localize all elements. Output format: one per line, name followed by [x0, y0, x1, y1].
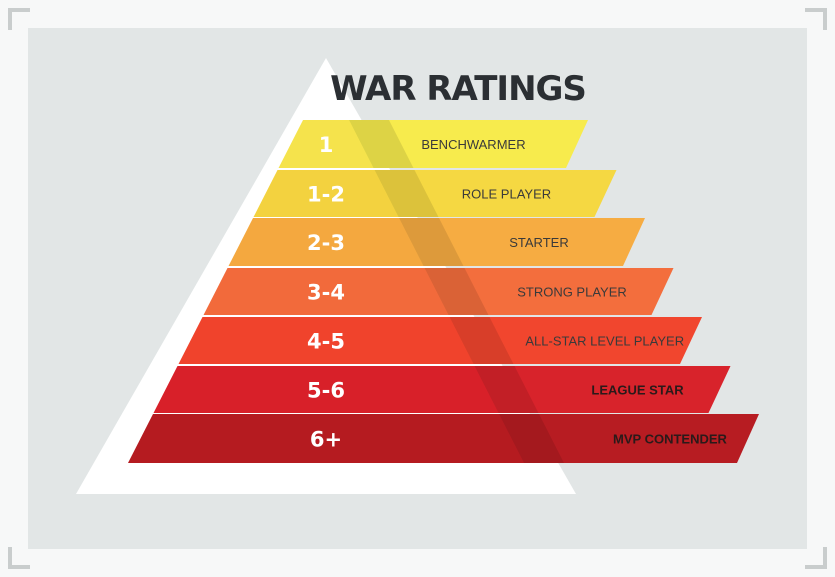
tier-bar-shadow [474, 366, 539, 413]
tier-bar [439, 317, 702, 364]
frame-corner [805, 547, 827, 569]
tier-range-label: 6+ [310, 428, 342, 452]
tier-range-label: 5-6 [307, 379, 345, 403]
tier-bar-shadow [348, 120, 414, 168]
tier-bar [488, 414, 759, 463]
tier-bar [364, 170, 617, 217]
tier-description-label: BENCHWARMER [421, 137, 525, 152]
tier-description-label: ROLE PLAYER [462, 187, 551, 202]
diagram-title: WAR RATINGS [330, 69, 586, 109]
tier-description-label: STRONG PLAYER [517, 285, 627, 300]
tier-bar-shadow [424, 268, 489, 315]
pyramid-band [178, 317, 474, 364]
pyramid-band [203, 268, 449, 315]
tier-bar [464, 366, 731, 413]
tier-range-label: 1-2 [307, 183, 345, 207]
tier-description-label: ALL-STAR LEVEL PLAYER [525, 334, 684, 349]
tier-range-label: 3-4 [307, 281, 345, 305]
frame-corner [8, 547, 30, 569]
label-bars: BENCHWARMER ROLE PLAYER STARTER STRONG PLAY… [338, 120, 759, 463]
tier-bar-shadow [398, 218, 464, 266]
pyramid-band [253, 170, 399, 217]
tier-bar [338, 120, 588, 168]
pyramid-band [278, 120, 374, 168]
tier-range-label: 1 [319, 133, 334, 157]
tier-description-label: MVP CONTENDER [613, 432, 727, 447]
tier-bar-shadow [449, 317, 514, 364]
frame-corner [8, 8, 30, 30]
pyramid-band [228, 218, 424, 266]
tier-bar [414, 268, 674, 315]
frame-corner [805, 8, 827, 30]
frame-corners [8, 8, 827, 569]
tier-range-label: 4-5 [307, 330, 345, 354]
tier-description-label: STARTER [509, 235, 568, 250]
tier-bar-shadow [374, 170, 439, 217]
pyramid-bands: 1 1-2 2-3 3-4 4-5 5-6 6+ [128, 120, 524, 463]
pyramid-band [153, 366, 499, 413]
tier-range-label: 2-3 [307, 231, 345, 255]
tier-bar [388, 218, 645, 266]
pyramid-band [128, 414, 524, 463]
tier-description-label: LEAGUE STAR [591, 383, 684, 398]
tier-bar-shadow [498, 414, 564, 463]
